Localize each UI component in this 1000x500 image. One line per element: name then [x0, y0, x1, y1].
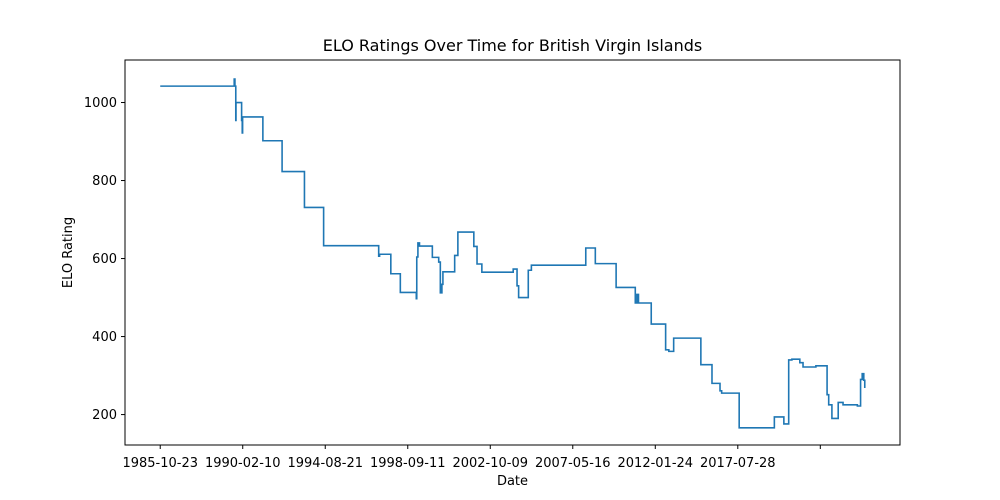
x-tick-label: 1998-09-11 [370, 456, 446, 471]
x-tick-label: 2017-07-28 [700, 456, 776, 471]
chart-title: ELO Ratings Over Time for British Virgin… [323, 36, 702, 55]
x-tick-label: 1994-08-21 [287, 456, 363, 471]
y-tick-label: 600 [92, 252, 117, 267]
x-axis-label: Date [497, 474, 528, 489]
data-line [160, 78, 866, 429]
y-tick-label: 1000 [84, 96, 117, 111]
y-tick-label: 800 [92, 174, 117, 189]
x-tick-label: 2002-10-09 [452, 456, 528, 471]
y-tick-label: 200 [92, 408, 117, 423]
y-axis-label: ELO Rating [61, 217, 76, 288]
x-tick-label: 2012-01-24 [618, 456, 694, 471]
x-tick-label: 1990-02-10 [205, 456, 281, 471]
x-tick-label: 1985-10-23 [122, 456, 198, 471]
y-axis: 200 400 600 800 1000 [84, 96, 125, 423]
y-tick-label: 400 [92, 330, 117, 345]
x-axis: 1985-10-23 1990-02-10 1994-08-21 1998-09-11… [122, 445, 821, 471]
elo-line [160, 78, 866, 429]
x-tick-label: 2007-05-16 [535, 456, 611, 471]
plot-frame [124, 59, 901, 446]
